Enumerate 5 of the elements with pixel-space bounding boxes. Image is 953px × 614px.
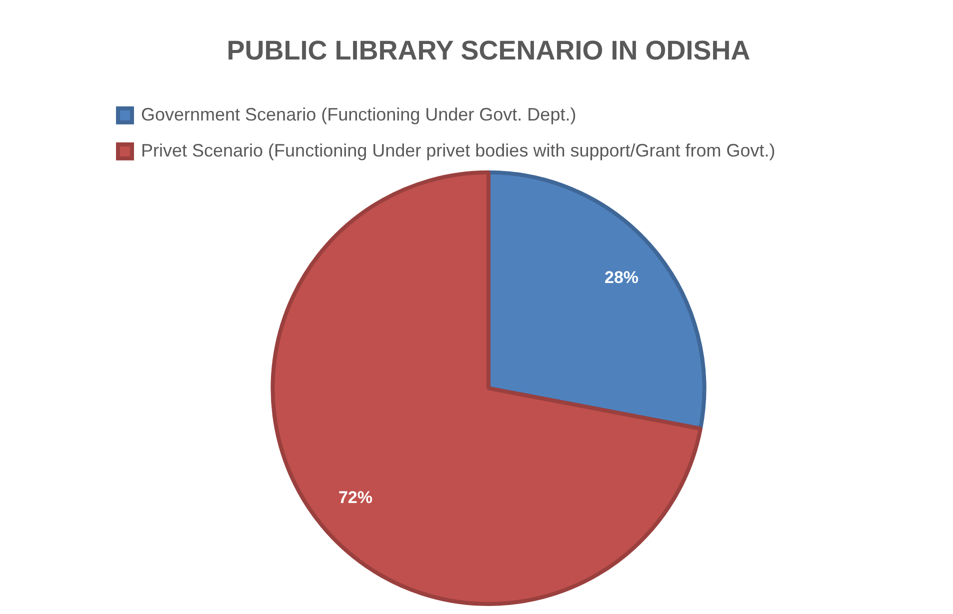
legend-label: Privet Scenario (Functioning Under privet bodies with support/Grant from Govt.) [141,140,776,160]
legend-label: Government Scenario (Functioning Under Govt. Dept.) [141,104,576,124]
data-label: 72% [338,488,372,507]
data-label: 28% [604,268,639,287]
chart-title: PUBLIC LIBRARY SCENARIO IN ODISHA [226,36,750,66]
